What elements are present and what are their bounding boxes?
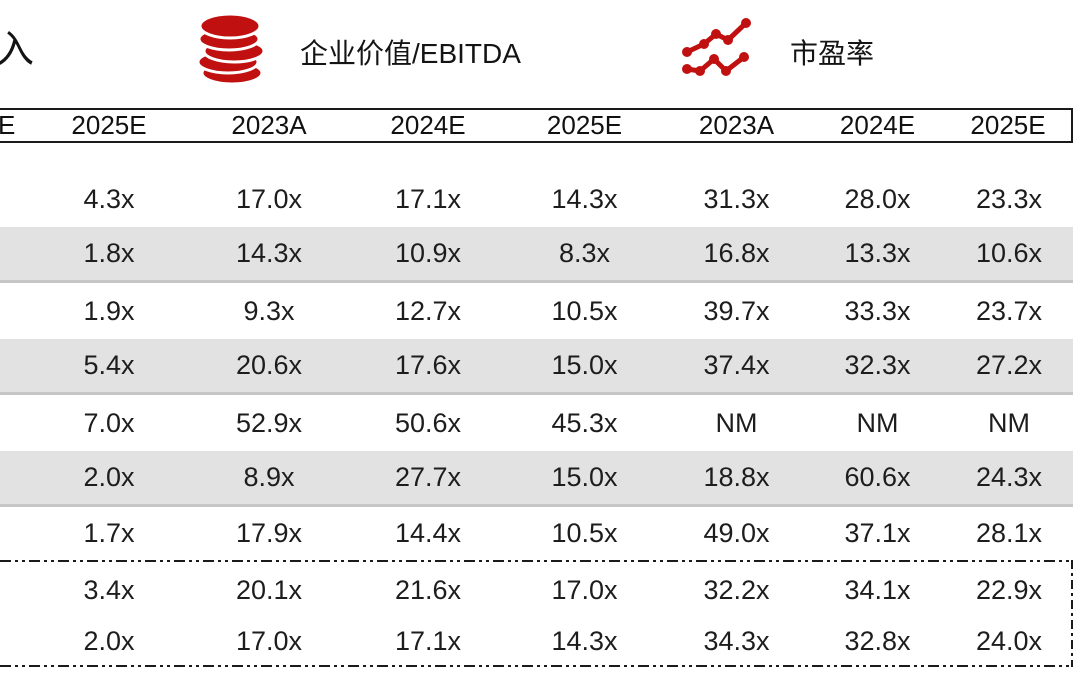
table-cell: 17.0x — [551, 574, 618, 605]
table-cell: 50.6x — [394, 407, 462, 438]
metrics-legend: 入 企业价值/EBITDA — [0, 0, 1080, 106]
table-cell: 28.0x — [844, 183, 911, 214]
table-row: 2.0x 8.9x 27.7x 15.0x 18.8x 60.6x 24.3x — [0, 451, 1073, 507]
coin-stack-icon — [196, 10, 266, 93]
summary-bottom-dashed-border — [0, 665, 1073, 667]
table-cell: 33.3x — [844, 295, 911, 326]
table-cell: 18.8x — [703, 462, 770, 492]
table-cell: 17.0x — [235, 183, 303, 214]
table-cell: 4.3x — [83, 183, 135, 214]
table-cell: 20.6x — [235, 350, 303, 380]
table-cell: 23.3x — [975, 183, 1043, 214]
column-header: 2024E — [390, 110, 466, 140]
table-cell: 5.4x — [83, 350, 135, 380]
column-header: 2023A — [231, 110, 307, 140]
table-row: 1.8x 14.3x 10.9x 8.3x 16.8x 13.3x 10.6x — [0, 227, 1073, 283]
column-header: 2023A — [698, 110, 775, 140]
table-cell: 1.8x — [83, 238, 135, 268]
table-cell: 17.1x — [394, 626, 462, 656]
table-cell: 37.1x — [844, 518, 911, 548]
table-cell: 1.7x — [83, 518, 135, 548]
table-cell: 31.3x — [703, 183, 770, 214]
table-cell: 45.3x — [551, 407, 618, 438]
table-cell: 49.0x — [703, 518, 770, 548]
table-cell: 24.0x — [975, 626, 1043, 656]
table-cell: 22.9x — [975, 574, 1043, 605]
table-cell: NM — [856, 407, 899, 438]
table-cell: NM — [988, 407, 1030, 438]
summary-body: 3.4x 20.1x 21.6x 17.0x 32.2x 34.1x 22.9x 2.0x 17… — [0, 562, 1073, 665]
table-cell: NM — [715, 407, 758, 438]
table-row: 2.0x 17.0x 17.1x 14.3x 34.3x 32.8x 24.0x — [0, 618, 1073, 665]
table-cell: 14.4x — [394, 518, 462, 548]
legend-pe-label: 市盈率 — [790, 38, 875, 69]
table-cell: 20.1x — [235, 574, 303, 605]
table-cell: 21.6x — [394, 574, 462, 605]
table-cell: 37.4x — [703, 350, 770, 380]
column-header: 2025E — [546, 110, 623, 140]
table-header-row: E 2025E 2023A 2024E 2025E 2023A 2024E 20… — [0, 108, 1073, 143]
table-cell: 7.0x — [83, 407, 135, 438]
table-row: 5.4x 20.6x 17.6x 15.0x 37.4x 32.3x 27.2x — [0, 339, 1073, 395]
table-row: 1.7x 17.9x 14.4x 10.5x 49.0x 37.1x 28.1x — [0, 507, 1073, 560]
table-cell: 10.6x — [975, 238, 1043, 268]
table-cell: 15.0x — [551, 350, 618, 380]
table-cell: 15.0x — [551, 462, 618, 492]
table-cell: 14.3x — [551, 183, 618, 214]
table-cell: 10.9x — [394, 238, 462, 268]
table-cell: 13.3x — [844, 238, 911, 268]
legend-ev-ebitda-label: 企业价值/EBITDA — [300, 38, 521, 69]
summary-section: 3.4x 20.1x 21.6x 17.0x 32.2x 34.1x 22.9x 2.0x 17… — [0, 560, 1073, 667]
table-cell: 34.3x — [703, 626, 770, 656]
table-cell: 28.1x — [975, 518, 1043, 548]
table-cell: 27.7x — [394, 462, 462, 492]
table-cell: 10.5x — [551, 295, 618, 326]
table-body: 4.3x 17.0x 17.1x 14.3x 31.3x 28.0x 23.3x 1.8x 14… — [0, 145, 1073, 560]
table-cell: 14.3x — [551, 626, 618, 656]
cutoff-revenue-label: 入 — [0, 29, 35, 71]
table-cell: 32.3x — [844, 350, 911, 380]
summary-right-dashed-border — [1071, 560, 1073, 667]
table-cell: 32.8x — [844, 626, 911, 656]
table-row: 4.3x 17.0x 17.1x 14.3x 31.3x 28.0x 23.3x — [0, 171, 1073, 227]
table-cell: 9.3x — [243, 295, 295, 326]
column-header: 2025E — [71, 110, 147, 140]
table-cell: 8.3x — [558, 238, 611, 268]
table-cell: 17.0x — [235, 626, 303, 656]
table-row: 7.0x 52.9x 50.6x 45.3x NM NM NM — [0, 395, 1073, 451]
table-cell: 34.1x — [844, 574, 911, 605]
table-cell: 16.8x — [703, 238, 770, 268]
table-row: 3.4x 20.1x 21.6x 17.0x 32.2x 34.1x 22.9x — [0, 562, 1073, 618]
column-header: E — [0, 110, 16, 140]
table-cell: 32.2x — [703, 574, 770, 605]
table-row: 1.9x 9.3x 12.7x 10.5x 39.7x 33.3x 23.7x — [0, 283, 1073, 339]
table-cell: 24.3x — [975, 462, 1043, 492]
table-cell: 8.9x — [243, 462, 295, 492]
table-cell: 60.6x — [844, 462, 911, 492]
table-cell: 3.4x — [83, 574, 135, 605]
table-cell: 10.5x — [551, 518, 618, 548]
table-cell: 14.3x — [235, 238, 303, 268]
table-cell: 2.0x — [83, 462, 135, 492]
table-cell: 27.2x — [975, 350, 1043, 380]
column-header: 2024E — [839, 110, 916, 140]
table-cell: 17.9x — [235, 518, 303, 548]
column-header: 2025E — [970, 110, 1046, 140]
table-cell: 17.1x — [394, 183, 462, 214]
table-cell: 23.7x — [975, 295, 1043, 326]
table-cell: 1.9x — [83, 295, 135, 326]
table-cell: 52.9x — [235, 407, 303, 438]
table-cell: 2.0x — [83, 626, 135, 656]
summary-top-dashed-border — [0, 560, 1073, 562]
table-cell: 39.7x — [703, 295, 770, 326]
table-cell: 17.6x — [394, 350, 462, 380]
table-cell: 12.7x — [394, 295, 462, 326]
line-chart-icon — [680, 12, 762, 87]
